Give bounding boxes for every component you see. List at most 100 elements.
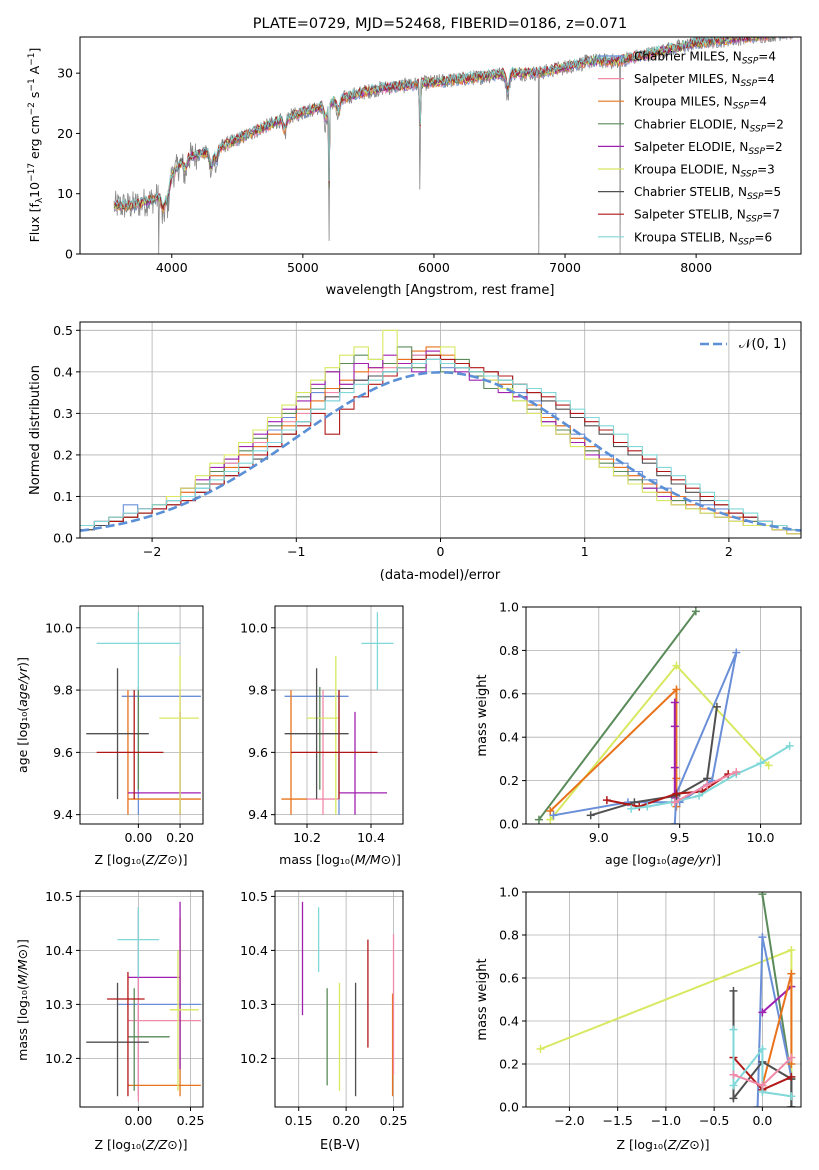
spectrum-frame	[79, 36, 802, 255]
panel3-plot-area	[281, 612, 394, 815]
panel4-plot-area	[534, 607, 794, 824]
hist-xtick-label: −1	[287, 544, 305, 559]
spectrum-xtick-label: 4000	[156, 260, 188, 275]
panel3-xlabel: mass [log₁₀(M/M⊙)]	[279, 852, 401, 867]
panel4-line-chabrier-stelib	[590, 706, 718, 817]
panel2-ylabel: age [log₁₀(age/yr)]	[15, 657, 30, 773]
panel4-ytick-label: 0.8	[499, 643, 519, 658]
panel7-ytick-label: 0.6	[499, 971, 519, 986]
hist-xtick-label: 2	[725, 544, 733, 559]
panel2-plot-area	[86, 612, 201, 815]
hist-frame	[79, 321, 802, 539]
spectrum-ytick-label: 0	[65, 247, 73, 262]
gaussian-curve	[80, 370, 801, 532]
panel4-line-chabrier-elodie	[538, 610, 697, 821]
panel4-ytick-label: 0.6	[499, 686, 519, 701]
panel3-ytick-label: 9.8	[248, 683, 268, 698]
panel3-frame	[274, 605, 404, 825]
panel6-xtick-label: 0.15	[285, 1113, 313, 1128]
hist-xlabel: (data-model)/error	[380, 568, 501, 583]
panel4-xtick-label: 9.0	[589, 830, 609, 845]
legend-label-kroupa-miles: Kroupa MILES, NSSP=4	[634, 95, 767, 112]
panel2-ytick-label: 10.0	[45, 620, 73, 635]
legend-label-salpeter-elodie: Salpeter ELODIE, NSSP=2	[634, 140, 783, 157]
spectrum-xtick-label: 8000	[680, 260, 712, 275]
legend-label-chabrier-stelib: Chabrier STELIB, NSSP=5	[634, 185, 781, 202]
spectrum-ylabel: Flux [fλ10−17 erg cm−2 s−1 A−1]	[27, 48, 45, 243]
panel7-ytick-label: 0.8	[499, 928, 519, 943]
spectrum-xtick-label: 7000	[549, 260, 581, 275]
legend-label-kroupa-stelib: Kroupa STELIB, NSSP=6	[634, 230, 772, 247]
panel6-frame	[274, 890, 404, 1108]
panel5-frame	[79, 890, 204, 1108]
panel5-xtick-label: 0.25	[177, 1113, 205, 1128]
panel4-xtick-label: 10.0	[747, 830, 775, 845]
panel3-xtick-label: 10.2	[293, 830, 321, 845]
panel5-ytick-label: 10.4	[45, 943, 73, 958]
panel4-xtick-label: 9.5	[670, 830, 690, 845]
panel6-xtick-label: 0.25	[380, 1113, 408, 1128]
panel4-ytick-label: 1.0	[499, 600, 519, 615]
panel3-ytick-label: 9.4	[248, 807, 268, 822]
panel7-frame	[525, 891, 802, 1108]
panel4-ytick-label: 0.0	[499, 817, 519, 832]
panel6-xlabel: E(B-V)	[320, 1138, 360, 1153]
panel5-ytick-label: 10.2	[45, 1051, 73, 1066]
hist-ytick-label: 0.1	[53, 489, 73, 504]
spectrum-xtick-label: 5000	[287, 260, 319, 275]
panel7-ytick-label: 0.2	[499, 1057, 519, 1072]
hist-ytick-label: 0.5	[53, 323, 73, 338]
legend-label-kroupa-elodie: Kroupa ELODIE, NSSP=3	[634, 163, 775, 180]
panel6-plot-area	[301, 901, 395, 1097]
legend-label-chabrier-miles: Chabrier MILES, NSSP=4	[634, 50, 776, 67]
panel4-line-kroupa-elodie	[549, 664, 770, 821]
hist-xtick-label: 1	[581, 544, 589, 559]
panel2-frame	[79, 605, 204, 825]
panel3-ytick-label: 10.0	[240, 620, 268, 635]
spectrum-plot-area	[113, 37, 798, 254]
panel4-line-kroupa-miles	[549, 687, 678, 812]
spectrum-model-kroupa-stelib	[113, 37, 773, 210]
hist-ytick-label: 0.3	[53, 406, 73, 421]
spectrum-title: PLATE=0729, MJD=52468, FIBERID=0186, z=0…	[253, 16, 627, 32]
hist-ytick-label: 0.2	[53, 447, 73, 462]
panel4-ytick-label: 0.2	[499, 773, 519, 788]
legend-label-salpeter-stelib: Salpeter STELIB, NSSP=7	[634, 208, 780, 225]
panel3-ytick-label: 9.6	[248, 745, 268, 760]
panel4-frame	[525, 606, 802, 825]
panel6-ytick-label: 10.4	[240, 943, 268, 958]
panel6-ytick-label: 10.5	[240, 889, 268, 904]
panel7-ytick-label: 1.0	[499, 885, 519, 900]
panel5-ytick-label: 10.5	[45, 889, 73, 904]
panel7-xtick-label: −0.5	[699, 1113, 729, 1128]
panel2-ytick-label: 9.6	[53, 745, 73, 760]
hist-ytick-label: 0.4	[53, 364, 73, 379]
panel5-plot-area	[86, 901, 201, 1102]
hist-ytick-label: 0.0	[53, 531, 73, 546]
panel7-xtick-label: −1.5	[602, 1113, 632, 1128]
hist-ylabel: Normed distribution	[28, 365, 43, 495]
spectrum-ytick-label: 30	[57, 66, 73, 81]
gaussian-legend-label: 𝒩(0, 1)	[739, 337, 786, 352]
panel7-plot-area	[536, 892, 796, 1107]
panel7-xtick-label: −2.0	[554, 1113, 584, 1128]
panel4-ytick-label: 0.4	[499, 730, 519, 745]
panel5-xtick-label: 0.00	[124, 1113, 152, 1128]
legend-label-chabrier-elodie: Chabrier ELODIE, NSSP=2	[634, 117, 784, 134]
panel3-xtick-label: 10.4	[357, 830, 385, 845]
spectrum-xtick-label: 6000	[418, 260, 450, 275]
panel5-ylabel: mass [log₁₀(M/M⊙)]	[15, 939, 30, 1061]
hist-xtick-label: −2	[143, 544, 161, 559]
panel2-ytick-label: 9.8	[53, 683, 73, 698]
panel6-xtick-label: 0.20	[332, 1113, 360, 1128]
panel5-xlabel: Z [log₁₀(Z/Z⊙)]	[95, 1137, 188, 1152]
panel7-xtick-label: −1.0	[651, 1113, 681, 1128]
panel2-xlabel: Z [log₁₀(Z/Z⊙)]	[95, 852, 188, 867]
panel4-ylabel: mass weight	[475, 674, 490, 756]
panel7-xtick-label: 0.0	[752, 1113, 772, 1128]
spectrum-ytick-label: 20	[57, 126, 73, 141]
spectrum-ytick-label: 10	[57, 186, 73, 201]
panel6-ytick-label: 10.2	[240, 1051, 268, 1066]
panel2-xtick-label: 0.20	[166, 830, 194, 845]
